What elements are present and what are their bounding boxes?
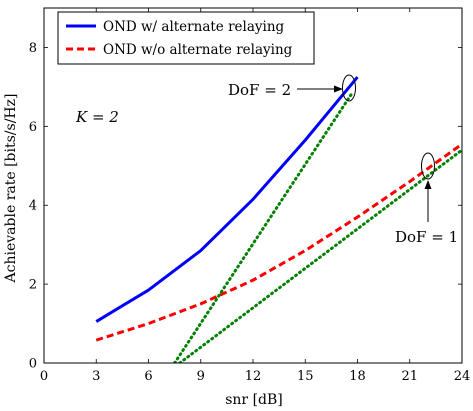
dof2-annotation: DoF = 2: [228, 81, 291, 99]
x-tick-label: 6: [144, 369, 152, 384]
y-tick-label: 0: [29, 357, 37, 372]
legend-label-series-1: OND w/ alternate relaying: [103, 19, 285, 35]
series-line-1: [95, 76, 359, 323]
x-tick-label: 12: [245, 369, 262, 384]
x-tick-label: 9: [197, 369, 205, 384]
dof1-marker-ellipse: [421, 152, 435, 180]
y-tick-label: 6: [29, 120, 37, 135]
y-axis-label: Achievable rate [bits/s/Hz]: [3, 94, 19, 284]
y-tick-label: 4: [29, 199, 37, 214]
series-line-2: [95, 142, 462, 342]
x-tick-label: 15: [297, 369, 314, 384]
x-tick-label: 21: [401, 369, 418, 384]
x-axis-label: snr [dB]: [225, 392, 283, 408]
series-line-3: [173, 91, 354, 363]
plot-frame: [43, 7, 463, 364]
x-tick-label: 0: [40, 369, 48, 384]
k-annotation: K = 2: [75, 108, 119, 126]
dof2-arrowhead-icon: [334, 85, 343, 93]
dof2-marker-ellipse: [342, 74, 356, 102]
y-tick-label: 8: [29, 41, 37, 56]
dof1-arrowhead-icon: [424, 180, 432, 189]
x-tick-label: 3: [92, 369, 100, 384]
y-tick-label: 2: [29, 278, 37, 293]
legend: OND w/ alternate relaying OND w/o altern…: [57, 11, 315, 65]
legend-label-series-2: OND w/o alternate relaying: [103, 42, 293, 58]
series-layer: [95, 76, 462, 363]
x-tick-label: 24: [454, 369, 471, 384]
dof1-annotation: DoF = 1: [395, 228, 458, 246]
series-line-4: [178, 148, 462, 363]
x-tick-label: 18: [349, 369, 366, 384]
legend-box: [57, 11, 315, 65]
